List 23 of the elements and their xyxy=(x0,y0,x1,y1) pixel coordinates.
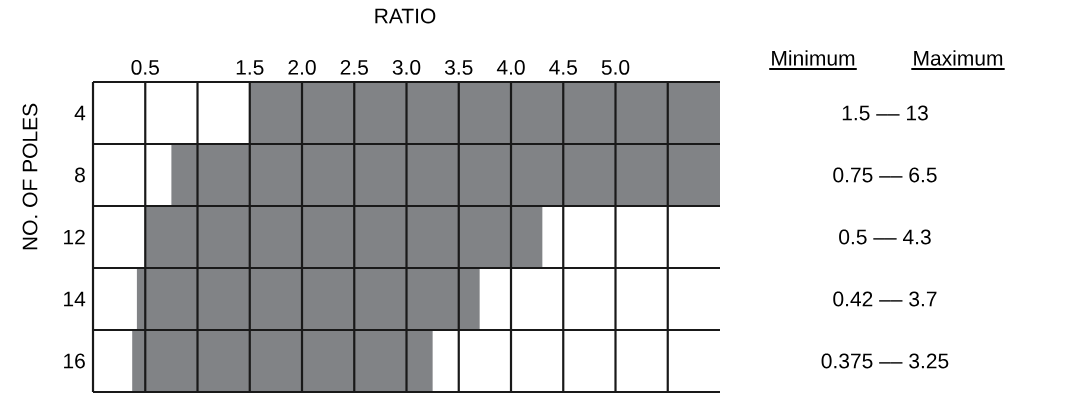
x-tick-label: 2.0 xyxy=(288,59,316,75)
x-tick-label: 3.5 xyxy=(444,59,473,75)
text: 0.42 –– 3.7 xyxy=(833,291,937,307)
x-tick-label: 3.0 xyxy=(392,59,421,75)
text: 0.75 –– 6.5 xyxy=(833,167,937,183)
text: Maximum xyxy=(914,50,1003,66)
x-tick-label: 1.5 xyxy=(236,60,264,75)
y-tick-label: 12 xyxy=(64,229,85,245)
x-tick-label: 0.5 xyxy=(131,59,159,75)
text: 0.375 –– 3.25 xyxy=(821,353,949,369)
y-tick-label: 8 xyxy=(75,167,85,183)
text: 1.5 –– 13 xyxy=(842,105,928,121)
x-tick-label: 5.0 xyxy=(601,59,630,75)
y-axis-title: NO. OF POLES xyxy=(22,103,38,250)
y-tick-label: 14 xyxy=(64,291,86,307)
y-tick-label: 4 xyxy=(74,105,86,121)
x-axis-title: RATIO xyxy=(375,8,436,24)
x-tick-label: 2.5 xyxy=(340,59,368,75)
y-tick-label: 16 xyxy=(64,353,85,369)
text: 0.5 –– 4.3 xyxy=(839,229,931,245)
x-tick-label: 4.0 xyxy=(496,59,525,75)
text: Minimum xyxy=(772,50,855,66)
x-tick-label: 4.5 xyxy=(549,60,577,75)
